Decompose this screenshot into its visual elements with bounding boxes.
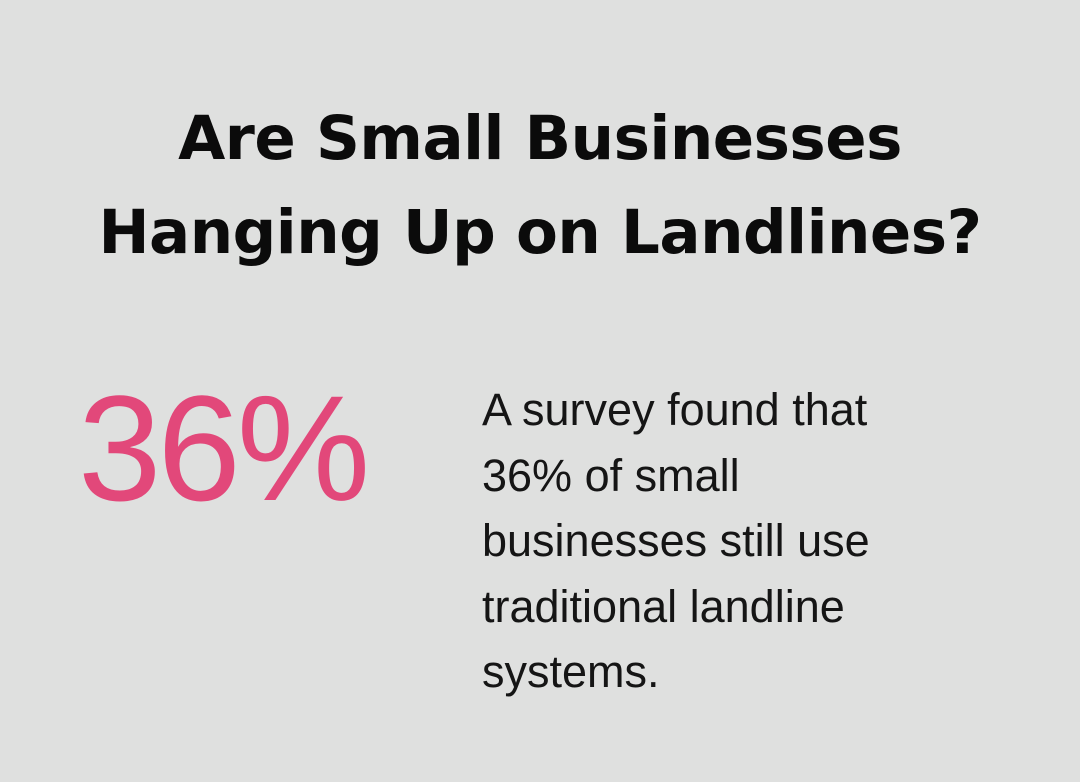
infographic-title: Are Small Businesses Hanging Up on Landl… (0, 92, 1080, 280)
title-line: Hanging Up on Landlines? (98, 197, 982, 268)
description-line: traditional landline (482, 580, 845, 632)
description-line: systems. (482, 646, 660, 697)
stat-percentage: 36% (78, 364, 370, 532)
description-line: 36% of small (482, 449, 740, 501)
title-line: Are Small Businesses (178, 103, 902, 174)
description-line: A survey found that (482, 384, 868, 435)
stat-description: A survey found that 36% of small busines… (482, 377, 1042, 705)
description-line: businesses still use (482, 515, 870, 566)
